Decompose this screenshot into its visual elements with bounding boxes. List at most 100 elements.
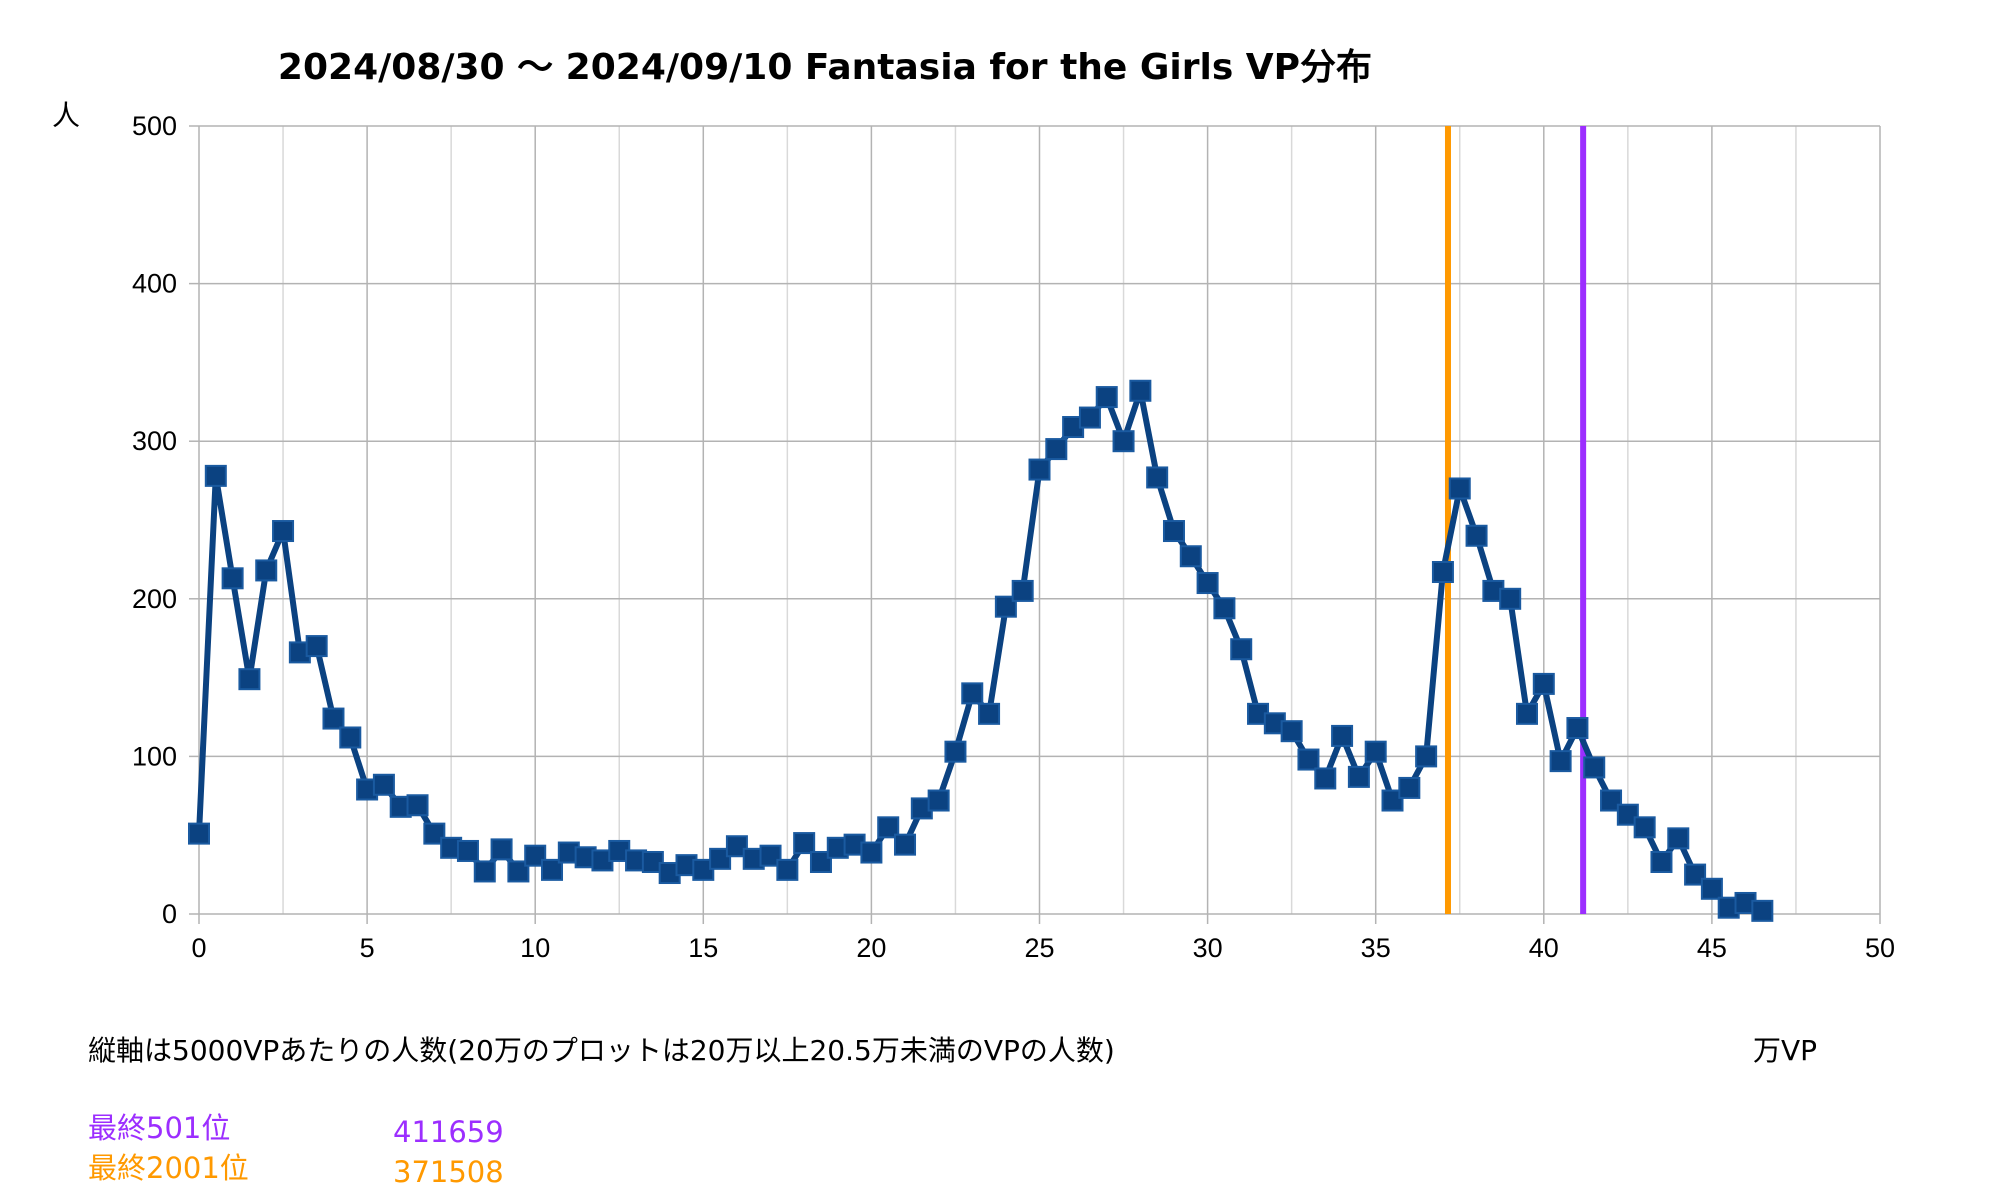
data-point [1751, 899, 1774, 922]
data-point [238, 668, 261, 691]
legend-value-rank-501: 411659 [393, 1115, 504, 1149]
data-point [1213, 597, 1236, 620]
x-tick-label: 50 [1865, 933, 1895, 963]
data-point [524, 844, 547, 867]
legend-label-rank-2001: 最終2001位 [88, 1151, 249, 1185]
data-point [255, 559, 278, 582]
data-point [1364, 740, 1387, 763]
x-tick-label: 20 [856, 933, 886, 963]
data-point [1448, 477, 1471, 500]
data-point [456, 839, 479, 862]
data-point [860, 841, 883, 864]
y-axis-label: 人 [52, 99, 80, 132]
x-tick-label: 15 [688, 933, 718, 963]
x-tick-label: 30 [1193, 933, 1223, 963]
data-point [1515, 702, 1538, 725]
data-point [221, 567, 244, 590]
data-point [406, 794, 429, 817]
data-point [894, 833, 917, 856]
data-point [1465, 524, 1488, 547]
chart-title: 2024/08/30 〜 2024/09/10 Fantasia for the… [278, 47, 1372, 88]
data-point [541, 858, 564, 881]
legend: 最終501位 411659 最終2001位 371508 [88, 1111, 504, 1189]
data-point [1667, 827, 1690, 850]
data-point [994, 595, 1017, 618]
data-point [1616, 803, 1639, 826]
data-point [1129, 379, 1152, 402]
data-point [372, 773, 395, 796]
data-point [1196, 572, 1219, 595]
x-tick-label: 0 [191, 933, 206, 963]
data-point [1566, 717, 1589, 740]
data-point [793, 832, 816, 855]
data-point [272, 520, 295, 543]
data-point [1700, 877, 1723, 900]
reference-lines [1444, 126, 1587, 914]
data-point [322, 707, 345, 730]
data-point [423, 822, 446, 845]
data-point [725, 835, 748, 858]
data-point [759, 844, 782, 867]
data-point [944, 740, 967, 763]
data-point [204, 464, 227, 487]
y-tick-label: 400 [132, 269, 177, 299]
data-point [1499, 587, 1522, 610]
y-tick-label: 100 [132, 741, 177, 771]
data-point [1280, 720, 1303, 743]
data-point [1331, 724, 1354, 747]
data-point [1078, 406, 1101, 429]
x-tick-label: 25 [1024, 933, 1054, 963]
x-tick-label: 35 [1361, 933, 1391, 963]
data-point [339, 726, 362, 749]
data-point [305, 635, 328, 658]
data-point [490, 838, 513, 861]
y-tick-label: 0 [162, 899, 177, 929]
data-point [1146, 466, 1169, 489]
x-axis-label: 万VP [1753, 1034, 1817, 1067]
data-point [1314, 767, 1337, 790]
x-tick-label: 10 [520, 933, 550, 963]
data-point [1381, 789, 1404, 812]
data-point [1162, 520, 1185, 543]
data-point [1549, 750, 1572, 773]
legend-value-rank-2001: 371508 [393, 1155, 504, 1189]
data-point [1230, 638, 1253, 661]
data-point [1347, 765, 1370, 788]
data-point [877, 816, 900, 839]
data-point [1600, 789, 1623, 812]
data-point [961, 682, 984, 705]
data-point [1011, 579, 1034, 602]
y-tick-label: 200 [132, 584, 177, 614]
x-tick-label: 40 [1529, 933, 1559, 963]
axes: 0 100 200 300 400 500 0 5 10 15 20 25 30 35 40 45 50 [132, 111, 1895, 963]
data-point [709, 847, 732, 870]
data-point [473, 860, 496, 883]
data-point [927, 789, 950, 812]
y-tick-label: 300 [132, 426, 177, 456]
data-point [1415, 745, 1438, 768]
legend-label-rank-501: 最終501位 [88, 1111, 230, 1145]
data-point [809, 850, 832, 873]
x-tick-label: 5 [360, 933, 375, 963]
axis-note: 縦軸は5000VPあたりの人数(20万のプロットは20万以上20.5万未満のVP… [88, 1034, 1115, 1067]
data-point [1650, 850, 1673, 873]
grid [198, 125, 1881, 915]
data-point [1179, 545, 1202, 568]
data-point [692, 858, 715, 881]
data-point [776, 858, 799, 881]
data-point [507, 860, 530, 883]
data-point [1583, 756, 1606, 779]
data-point [1398, 776, 1421, 799]
data-point [1045, 438, 1068, 461]
data-point [188, 822, 210, 845]
data-point [1532, 672, 1555, 695]
data-point [1431, 561, 1454, 584]
data-point [1112, 430, 1135, 453]
x-tick-label: 45 [1697, 933, 1727, 963]
series-vp-distribution [188, 379, 1774, 922]
data-point [1684, 863, 1707, 886]
data-point [1028, 458, 1051, 481]
y-tick-label: 500 [132, 111, 177, 141]
data-point [1297, 748, 1320, 771]
